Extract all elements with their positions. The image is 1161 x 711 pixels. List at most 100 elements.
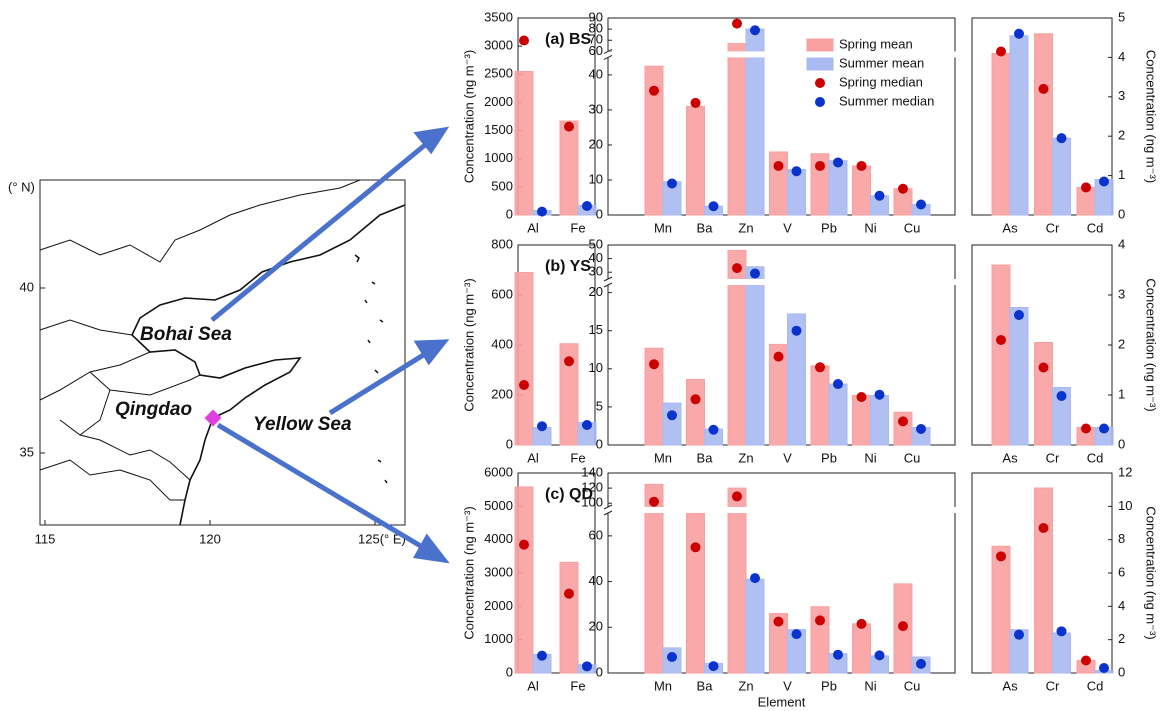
x-tick-label: Pb [821,450,837,465]
median-point [582,200,592,211]
median-point [773,351,784,362]
x-tick-label: Ni [864,678,876,693]
bar [787,313,806,446]
x-tick-label: Fe [570,678,585,693]
bar [745,578,765,674]
x-tick-label: Al [527,678,539,693]
x-tick-label: Ba [697,220,714,235]
y-tick-label: 800 [491,236,513,251]
y-tick-label: 2500 [484,66,513,81]
y-tick-label: 0 [596,206,603,221]
bar [745,266,765,446]
median-point [649,359,659,370]
bar [644,347,664,446]
x-tick-label: Cu [904,450,921,465]
median-point [537,650,547,661]
y-tick-label: 0 [506,436,513,451]
x-tick-label: Cr [1046,220,1060,235]
median-point [1081,423,1091,434]
bar [991,264,1011,446]
median-point [1014,629,1024,640]
x-tick-label: Ni [864,450,876,465]
x-tick-label: Zn [738,678,753,693]
bar [787,168,806,216]
y-tick-label: 4000 [484,531,513,546]
y-axis-title: Concentration (ng m⁻³) [1144,50,1159,183]
median-point [750,573,760,584]
axis-break [605,279,958,285]
axis-break [605,507,958,513]
bar [514,272,534,446]
y-tick-label: 140 [581,464,603,479]
y-tick-label: 3 [1118,286,1125,301]
lat-label: 35 [20,444,34,459]
legend-label: Summer median [839,93,934,108]
y-tick-label: 80 [589,21,603,36]
median-point [833,649,843,660]
x-tick-label: Ba [697,678,714,693]
median-point [856,160,867,171]
bar [852,165,871,216]
median-point [815,362,825,373]
y-axis-title: Concentration (ng m⁻³) [1144,278,1159,411]
y-tick-label: 60 [589,527,603,542]
median-point [519,380,529,390]
axis-break-mark [603,282,613,288]
x-tick-label: Cr [1046,450,1060,465]
y-tick-label: 3000 [484,38,513,53]
x-axis-title: Element [758,694,806,709]
median-point [833,379,843,390]
median-point [537,421,547,432]
legend-swatch [815,78,825,88]
lat-unit: (° N) [8,179,35,194]
y-tick-label: 40 [589,66,603,81]
x-tick-label: Mn [654,220,672,235]
x-tick-label: Cu [904,220,921,235]
bar [810,606,830,674]
x-tick-label: Al [527,450,539,465]
bar [1009,307,1029,446]
median-point [564,356,574,367]
y-tick-label: 200 [491,386,513,401]
y-tick-label: 8 [1118,531,1125,546]
x-tick-label: Zn [738,220,753,235]
y-tick-label: 0 [506,206,513,221]
median-point [898,416,908,427]
bar [991,52,1011,216]
median-point [898,183,908,194]
bar [559,343,579,446]
x-tick-label: V [783,220,792,235]
bar [1052,632,1071,674]
median-point [916,199,926,210]
islands [354,254,388,484]
median-point [690,97,701,108]
y-tick-label: 2000 [484,598,513,613]
y-tick-label: 2 [1118,336,1125,351]
y-tick-label: 5 [1118,9,1125,24]
axis-break [605,51,958,58]
y-tick-label: 2 [1118,128,1125,143]
x-tick-label: Cd [1087,678,1104,693]
map-frame [39,179,406,526]
median-point [1014,28,1024,39]
y-tick-label: 1 [1118,386,1125,401]
median-point [996,551,1006,562]
median-point [667,178,677,189]
x-tick-label: Pb [821,678,837,693]
lon-label: 125(° E) [358,531,406,546]
median-point [750,268,760,279]
median-point [667,652,677,662]
bar [559,120,579,216]
bar [686,378,705,446]
bar [870,394,889,446]
x-tick-label: V [783,450,792,465]
median-point [519,35,529,46]
median-point [1099,423,1109,434]
y-tick-label: 3000 [484,564,513,579]
legend-label: Spring median [839,74,923,89]
median-point [649,85,659,96]
place-label: Qingdao [115,399,192,420]
y-tick-label: 20 [589,284,603,299]
y-tick-label: 600 [491,286,513,301]
